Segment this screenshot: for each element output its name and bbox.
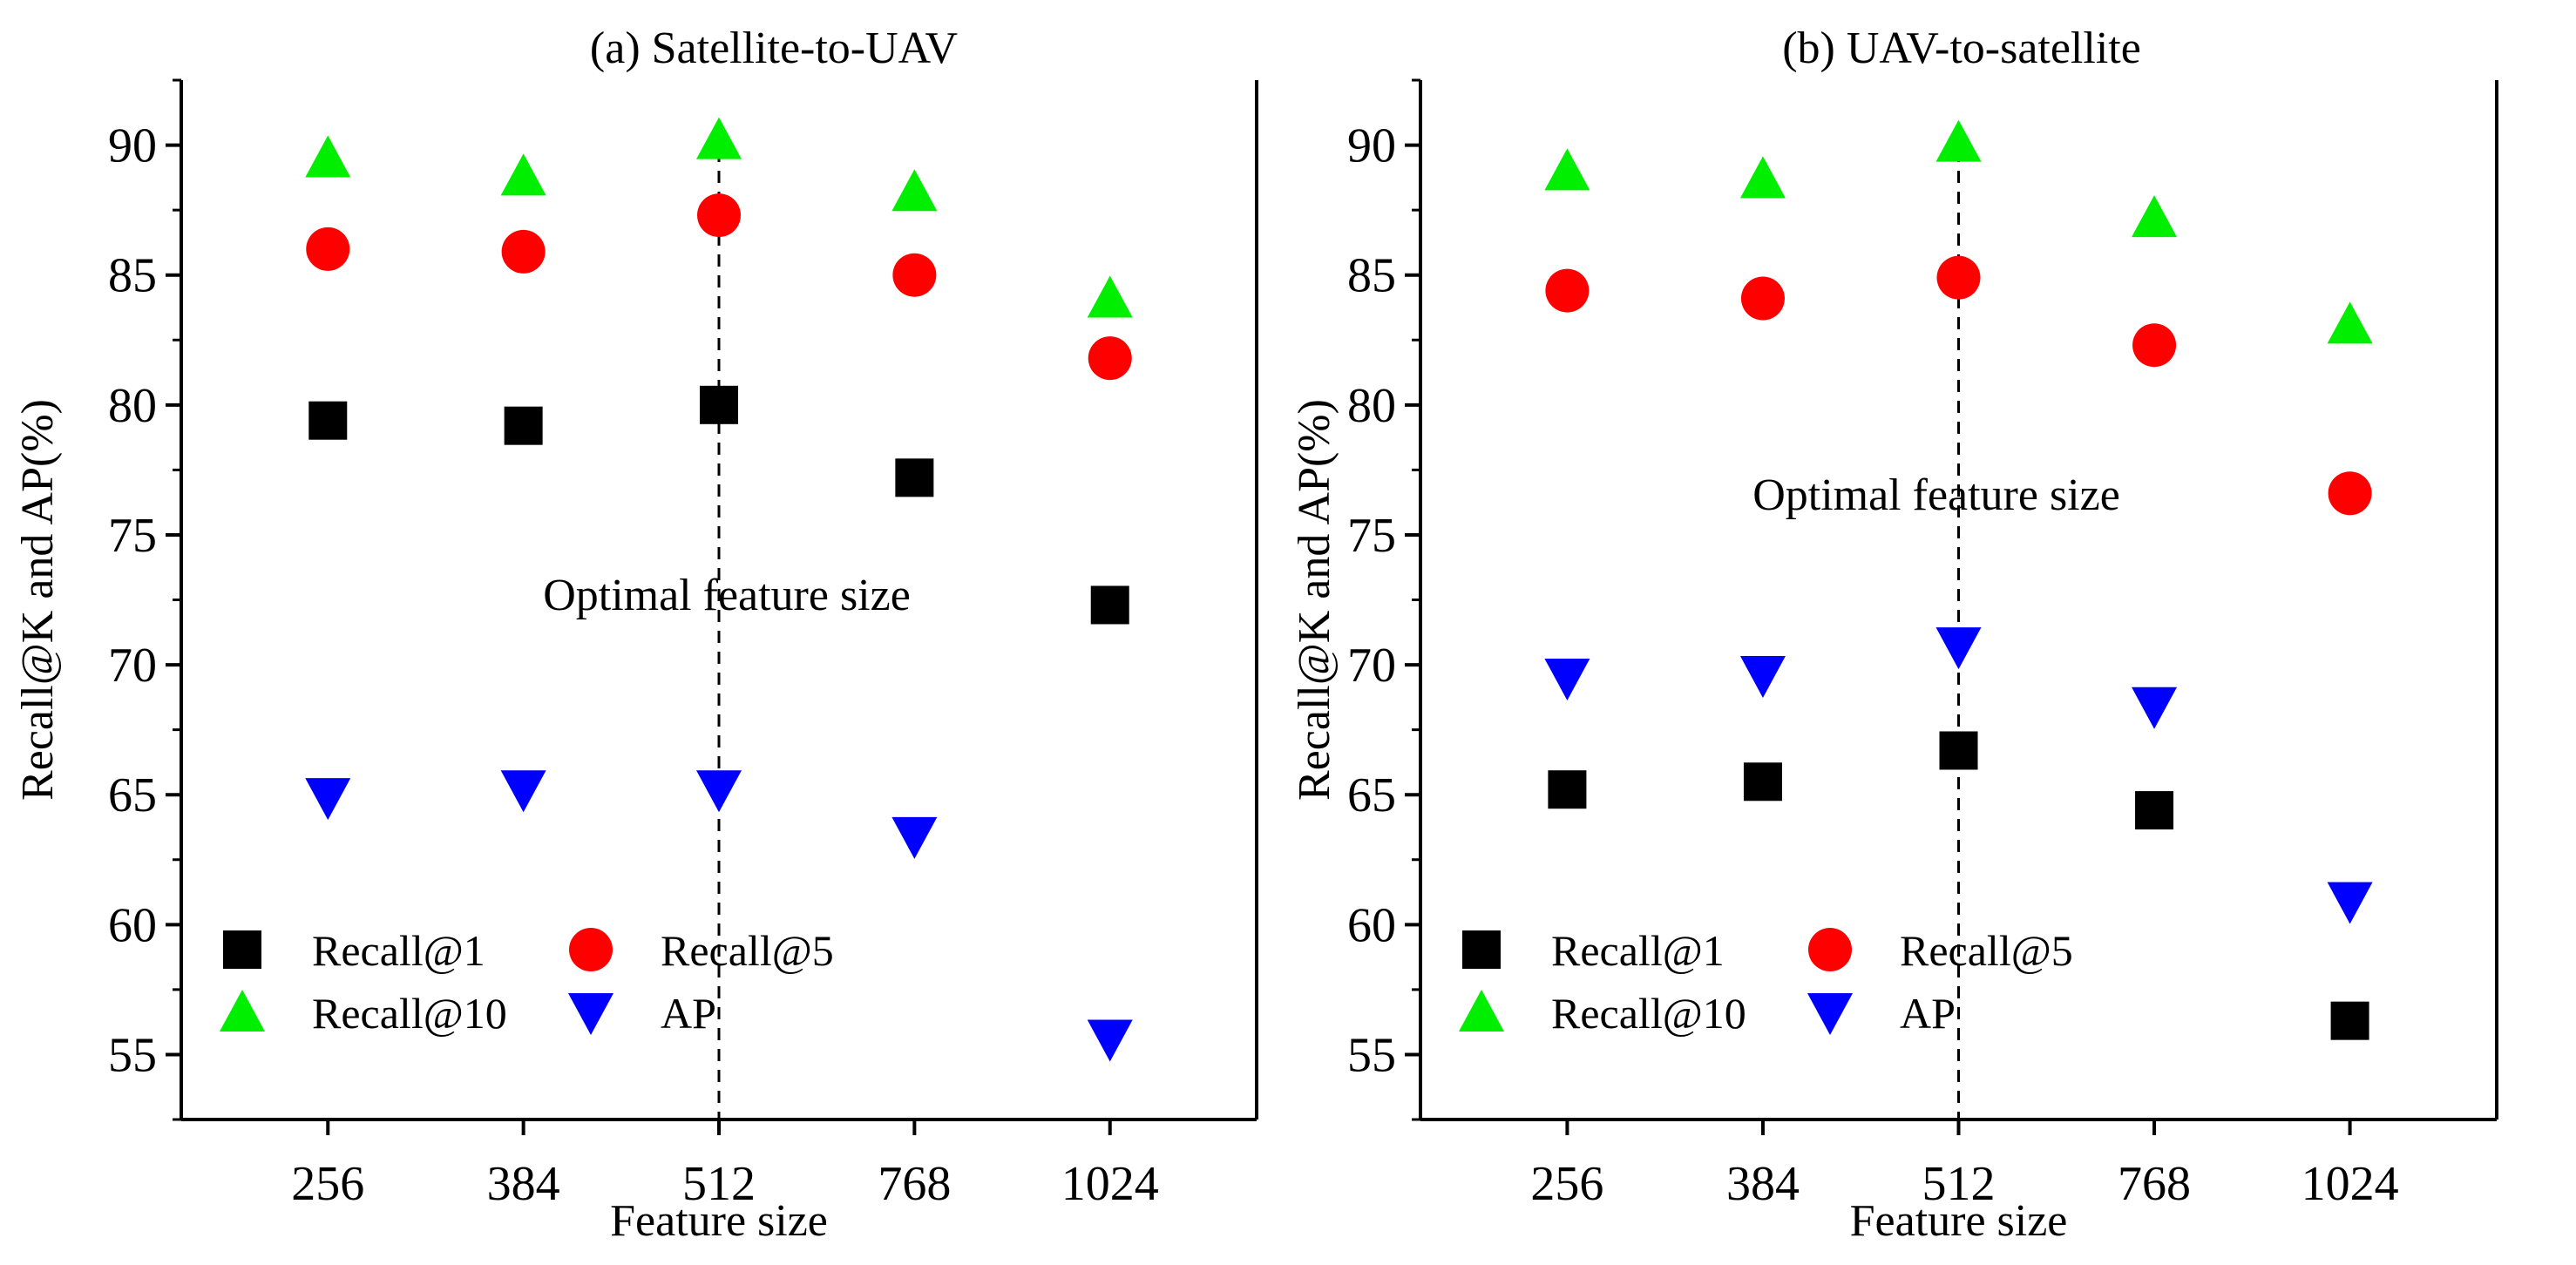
y-tick-label: 75 xyxy=(108,509,157,563)
marker-recall-5-256 xyxy=(1545,268,1590,313)
marker-recall-10-384 xyxy=(1739,156,1786,199)
x-tick-label: 768 xyxy=(2118,1157,2191,1211)
panel-satellite-to-uav: (a) Satellite-to-UAV 55 60 65 70 75 80 85 90 256 3… xyxy=(13,24,1258,1246)
marker-recall-5-1024 xyxy=(2328,471,2372,516)
marker-recall-5-512 xyxy=(697,193,741,238)
y-tick-label: 85 xyxy=(108,249,157,303)
marker-ap-768 xyxy=(891,816,938,859)
legend-marker-ap xyxy=(568,993,613,1035)
marker-recall-1-256 xyxy=(1548,770,1587,809)
chart-title: (a) Satellite-to-UAV xyxy=(590,24,958,73)
legend-marker-recall-5 xyxy=(569,928,613,971)
x-tick-label: 512 xyxy=(1922,1157,1996,1211)
marker-ap-384 xyxy=(500,770,546,813)
x-tick-label: 384 xyxy=(487,1157,560,1211)
x-axis-label: Feature size xyxy=(610,1196,828,1246)
marker-recall-10-1024 xyxy=(2327,301,2373,344)
y-axis-label: Recall@K and AP(%) xyxy=(1290,399,1339,801)
x-tick-label: 1024 xyxy=(1061,1157,1159,1211)
y-tick-label: 90 xyxy=(108,119,157,173)
marker-recall-10-384 xyxy=(500,153,546,196)
y-tick-label: 75 xyxy=(1347,509,1396,563)
marker-recall-10-256 xyxy=(1544,148,1590,191)
x-tick-label: 1024 xyxy=(2301,1157,2399,1211)
legend-label-recall-1: Recall@1 xyxy=(1551,926,1725,975)
marker-ap-768 xyxy=(2132,687,2178,729)
legend-label-ap: AP xyxy=(661,989,716,1038)
x-tick-label: 256 xyxy=(1530,1157,1603,1211)
marker-recall-10-768 xyxy=(2132,195,2178,238)
marker-ap-256 xyxy=(305,778,351,821)
marker-ap-384 xyxy=(1739,655,1786,698)
marker-ap-256 xyxy=(1544,658,1590,700)
y-tick-label: 90 xyxy=(1347,119,1396,173)
legend-label-recall-5: Recall@5 xyxy=(661,926,834,975)
y-tick-label: 70 xyxy=(108,639,157,693)
y-tick-label: 80 xyxy=(1347,379,1396,433)
marker-recall-5-768 xyxy=(892,253,937,297)
x-tick-label: 768 xyxy=(878,1157,951,1211)
y-tick-label: 80 xyxy=(108,379,157,433)
legend-label-recall-10: Recall@10 xyxy=(312,989,507,1038)
marker-recall-10-512 xyxy=(1935,119,1982,162)
marker-recall-1-1024 xyxy=(1090,585,1129,625)
x-axis-label: Feature size xyxy=(1850,1196,2068,1246)
legend-label-recall-1: Recall@1 xyxy=(312,926,485,975)
y-tick-label: 70 xyxy=(1347,639,1396,693)
y-tick-label: 55 xyxy=(1347,1028,1396,1082)
panel-uav-to-satellite: (b) UAV-to-satellite 55 60 65 70 75 80 85 90 256 3… xyxy=(1290,24,2498,1246)
legend-marker-recall-1 xyxy=(1462,930,1501,969)
x-tick-label: 512 xyxy=(682,1157,756,1211)
legend-label-recall-5: Recall@5 xyxy=(1900,926,2073,975)
legend-marker-recall-10 xyxy=(1459,990,1504,1032)
marker-recall-5-256 xyxy=(306,227,350,271)
optimal-annotation: Optimal feature size xyxy=(1752,470,2120,520)
marker-recall-1-384 xyxy=(504,406,543,445)
legend-marker-recall-5 xyxy=(1808,928,1852,971)
marker-recall-1-512 xyxy=(700,385,738,424)
y-tick-label: 55 xyxy=(108,1028,157,1082)
y-tick-label: 60 xyxy=(1347,898,1396,952)
marker-recall-10-512 xyxy=(696,117,742,159)
marker-recall-1-768 xyxy=(2135,791,2174,830)
marker-ap-512 xyxy=(1935,627,1982,670)
marker-recall-5-384 xyxy=(1740,276,1785,321)
legend-marker-recall-10 xyxy=(220,990,265,1032)
optimal-annotation: Optimal feature size xyxy=(543,571,911,620)
y-tick-label: 65 xyxy=(108,768,157,822)
marker-recall-1-384 xyxy=(1743,762,1782,802)
marker-recall-10-1024 xyxy=(1087,275,1133,318)
y-tick-label: 60 xyxy=(108,898,157,952)
x-tick-label: 256 xyxy=(291,1157,364,1211)
marker-recall-10-768 xyxy=(891,169,938,212)
chart-title: (b) UAV-to-satellite xyxy=(1782,24,2141,73)
y-tick-label: 65 xyxy=(1347,768,1396,822)
marker-recall-5-512 xyxy=(1936,255,1981,300)
marker-ap-512 xyxy=(696,770,742,813)
legend-label-ap: AP xyxy=(1900,989,1956,1038)
marker-recall-5-1024 xyxy=(1088,336,1132,381)
y-tick-label: 85 xyxy=(1347,249,1396,303)
legend-label-recall-10: Recall@10 xyxy=(1551,989,1746,1038)
marker-recall-1-768 xyxy=(895,458,934,497)
legend-marker-recall-1 xyxy=(223,930,261,969)
marker-ap-1024 xyxy=(2327,882,2373,924)
marker-recall-1-512 xyxy=(1939,731,1978,770)
x-tick-label: 384 xyxy=(1726,1157,1800,1211)
marker-recall-5-768 xyxy=(2132,323,2177,368)
y-axis-label: Recall@K and AP(%) xyxy=(13,399,63,801)
marker-recall-1-1024 xyxy=(2330,1001,2369,1040)
marker-recall-1-256 xyxy=(308,401,348,440)
marker-recall-10-256 xyxy=(305,135,351,178)
legend-marker-ap xyxy=(1807,993,1853,1035)
marker-ap-1024 xyxy=(1087,1019,1133,1062)
marker-recall-5-384 xyxy=(501,229,546,274)
